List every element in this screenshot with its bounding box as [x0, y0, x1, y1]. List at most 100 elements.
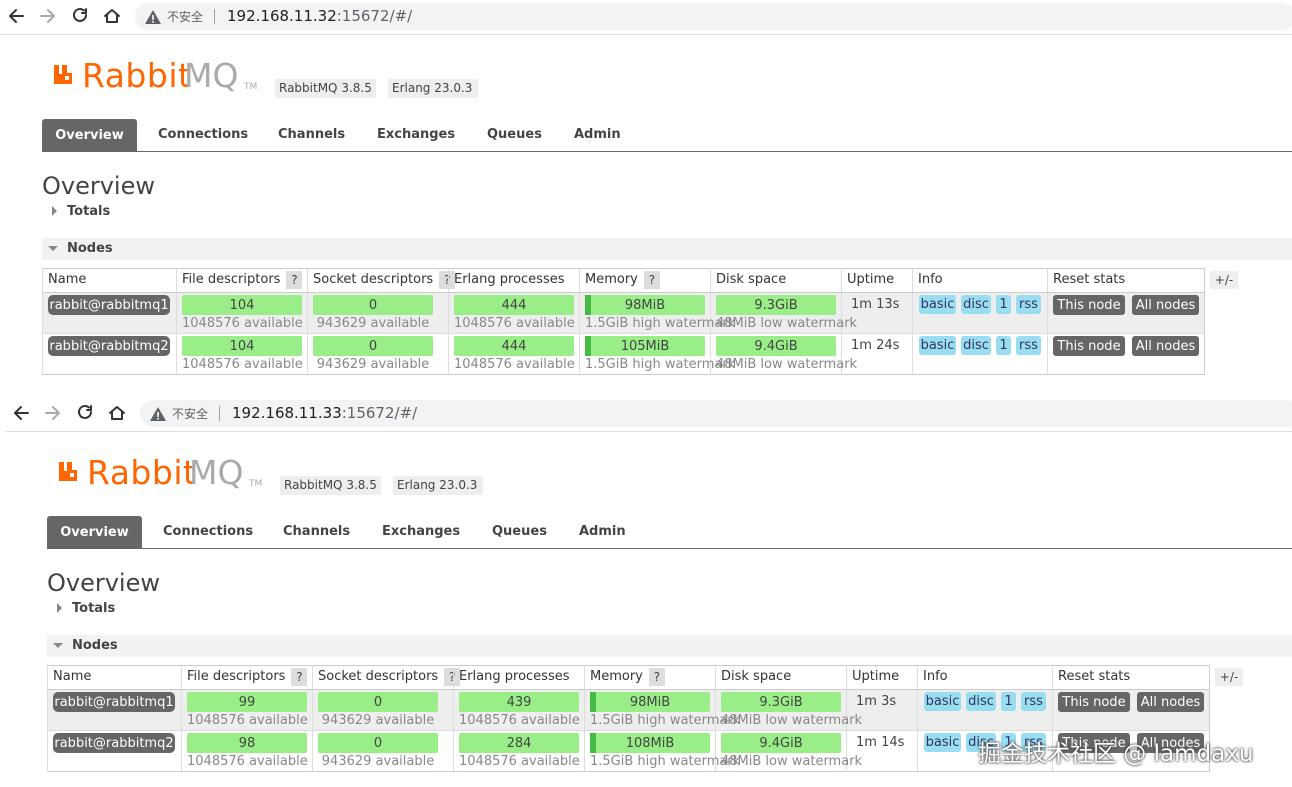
column-divider	[710, 268, 711, 375]
tab[interactable]: Connections	[158, 127, 249, 142]
memory-used	[585, 336, 591, 356]
erlang-processes: 444	[454, 336, 574, 356]
info-badge: basic	[924, 692, 961, 711]
arrow	[40, 9, 55, 23]
help-icon[interactable]: ?	[648, 668, 665, 686]
column-toggle[interactable]: +/-	[1215, 668, 1243, 686]
disk-space-detail: 48MiB low watermark	[716, 357, 858, 372]
header-rule	[42, 292, 1205, 293]
tab[interactable]: Exchanges	[382, 524, 461, 539]
totals-toggle[interactable]: Totals	[72, 601, 116, 616]
security-label: 不安全	[167, 10, 204, 24]
reload-button[interactable]	[70, 6, 90, 26]
arrow	[45, 406, 60, 420]
tab[interactable]: Overview	[42, 119, 137, 151]
tab[interactable]: Queues	[487, 127, 542, 142]
disk-space-detail: 48MiB low watermark	[716, 316, 858, 331]
reset-button[interactable]: All nodes	[1132, 295, 1199, 315]
reset-button[interactable]: This node	[1053, 295, 1125, 315]
column-divider	[453, 665, 454, 772]
logo-icon	[53, 64, 73, 84]
column-divider	[912, 268, 913, 375]
tab[interactable]: Queues	[492, 524, 547, 539]
toolbar-divider	[5, 431, 1292, 432]
forward-button[interactable]	[38, 6, 58, 26]
help-icon[interactable]: ?	[444, 668, 461, 686]
column-header: Erlang processes	[459, 669, 570, 684]
address-bar[interactable]: 不安全 192.168.11.32:15672/#/	[135, 3, 1292, 30]
info-badge: basic	[924, 733, 961, 752]
tab[interactable]: Connections	[163, 524, 254, 539]
column-header: Uptime	[852, 669, 900, 684]
reset-button[interactable]: All nodes	[1132, 336, 1199, 356]
warning-icon-glyph	[145, 10, 161, 24]
dot	[157, 418, 159, 420]
url-host: 192.168.11.33	[232, 404, 342, 422]
logo-icon-glyph	[54, 65, 72, 84]
column-divider	[715, 665, 716, 772]
reset-button[interactable]: All nodes	[1137, 733, 1204, 753]
node-name[interactable]: rabbit@rabbitmq2	[48, 336, 170, 356]
nodes-arrow	[48, 246, 58, 251]
back-button[interactable]	[11, 403, 31, 423]
url-path: :15672/#/	[341, 404, 418, 422]
home-button-glyph	[104, 9, 120, 23]
reset-button[interactable]: All nodes	[1137, 692, 1204, 712]
home-button[interactable]	[107, 403, 127, 423]
address-bar[interactable]: 不安全 192.168.11.33:15672/#/	[140, 400, 1292, 427]
help-icon[interactable]: ?	[286, 271, 303, 289]
erlang-badge: Erlang 23.0.3	[388, 79, 478, 98]
column-divider	[584, 665, 585, 772]
reset-button[interactable]: This node	[1058, 733, 1130, 753]
info-badge: basic	[919, 295, 956, 314]
info-badge: rss	[1016, 336, 1041, 355]
help-icon[interactable]: ?	[643, 271, 660, 289]
uptime: 1m 24s	[851, 338, 900, 353]
info-badge: disc	[961, 295, 991, 314]
reset-button[interactable]: This node	[1058, 692, 1130, 712]
file-descriptors-detail: 1048576 available	[182, 316, 303, 331]
rabbit-shape	[59, 462, 77, 481]
totals-toggle[interactable]: Totals	[67, 204, 111, 219]
watermark: 掘金技术社区 @ lamdaxu	[978, 741, 1254, 767]
uptime: 1m 13s	[851, 297, 900, 312]
back-button-glyph	[9, 9, 24, 23]
column-header: Socket descriptors	[318, 669, 439, 684]
tab[interactable]: Admin	[579, 524, 626, 539]
forward-button-glyph	[40, 9, 55, 23]
column-header: Info	[918, 272, 943, 287]
node-name[interactable]: rabbit@rabbitmq2	[53, 733, 175, 753]
erlang-processes-detail: 1048576 available	[459, 754, 580, 769]
tab[interactable]: Admin	[574, 127, 621, 142]
forward-button[interactable]	[43, 403, 63, 423]
bang	[152, 15, 154, 20]
help-icon[interactable]: ?	[291, 668, 308, 686]
node-name[interactable]: rabbit@rabbitmq1	[48, 295, 170, 315]
reload-button[interactable]	[75, 403, 95, 423]
reset-button[interactable]: This node	[1053, 336, 1125, 356]
erlang-processes: 439	[459, 692, 579, 712]
column-divider	[846, 665, 847, 772]
url-host: 192.168.11.32	[227, 7, 337, 25]
column-divider	[307, 268, 308, 375]
back-button[interactable]	[6, 6, 26, 26]
info-badge: 1	[996, 295, 1011, 314]
memory-used	[585, 295, 591, 315]
tab[interactable]: Overview	[47, 516, 142, 548]
tab[interactable]: Channels	[278, 127, 346, 142]
tab[interactable]: Exchanges	[377, 127, 456, 142]
column-header: Name	[48, 272, 87, 287]
logo-text-mq: MQ	[184, 56, 239, 95]
help-icon[interactable]: ?	[439, 271, 456, 289]
tab[interactable]: Channels	[283, 524, 351, 539]
nodes-toggle[interactable]: Nodes	[67, 241, 113, 256]
row-rule	[42, 333, 1205, 334]
nodes-toggle[interactable]: Nodes	[72, 638, 118, 653]
tab-rule	[47, 548, 1292, 549]
erlang-processes-detail: 1048576 available	[459, 713, 580, 728]
column-toggle[interactable]: +/-	[1210, 271, 1238, 289]
home-button[interactable]	[102, 6, 122, 26]
column-header: Reset stats	[1053, 272, 1126, 287]
node-name[interactable]: rabbit@rabbitmq1	[53, 692, 175, 712]
